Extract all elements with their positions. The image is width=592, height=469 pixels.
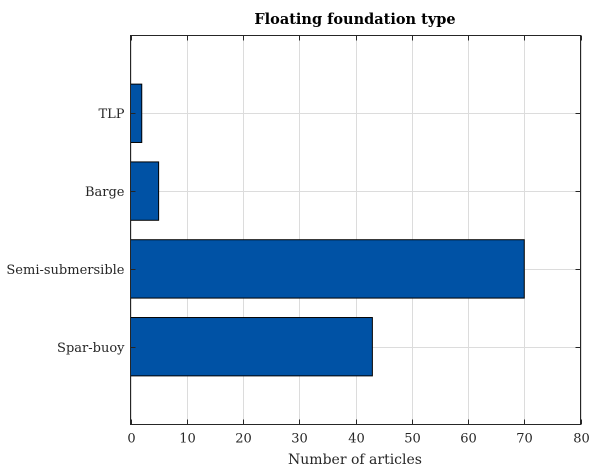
- x-axis-label: Number of articles: [288, 452, 422, 468]
- bar-semi-submersible: [130, 239, 525, 299]
- x-tick-label: 70: [516, 432, 533, 447]
- x-tick-label: 30: [291, 432, 308, 447]
- plot-frame: [130, 35, 581, 425]
- x-tick-label: 40: [348, 432, 365, 447]
- bar-spar-buoy: [130, 317, 373, 377]
- bars: [130, 83, 525, 377]
- x-tick-label: 20: [235, 432, 252, 447]
- y-tick-label: Barge: [85, 185, 125, 200]
- x-tick-label: 60: [460, 432, 477, 447]
- chart-title: Floating foundation type: [254, 11, 455, 28]
- y-tick-label: TLP: [98, 107, 124, 122]
- y-tick-label: Spar-buoy: [57, 341, 125, 356]
- y-tick-label: Semi-submersible: [6, 263, 124, 278]
- axis-ticks: [130, 35, 582, 425]
- x-tick-label: 50: [404, 432, 421, 447]
- x-tick-label: 80: [573, 432, 590, 447]
- y-tick-labels: Spar-buoy Semi-submersible Barge TLP: [6, 107, 125, 356]
- x-tick-label: 0: [127, 432, 135, 447]
- x-tick-label: 10: [179, 432, 196, 447]
- x-tick-labels: 0 10 20 30 40 50 60 70 80: [127, 432, 589, 447]
